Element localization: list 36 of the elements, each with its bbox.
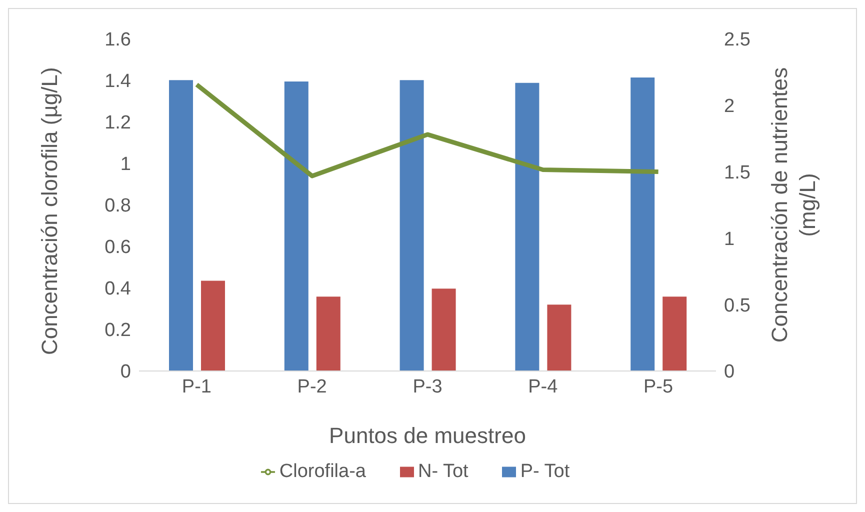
x-tick-label: P-3 (412, 376, 442, 398)
x-tick-label: P-2 (297, 376, 327, 398)
bar (515, 82, 540, 371)
x-tick-label: P-1 (182, 376, 212, 398)
y2-tick-label: 1 (724, 228, 735, 250)
x-tick-label: P-5 (644, 376, 674, 398)
y-tick-label: 1.4 (104, 71, 132, 92)
x-axis-title: Puntos de muestreo (329, 423, 526, 448)
y-tick-label: 0 (120, 362, 131, 383)
bar (169, 80, 193, 371)
y-tick-label: 0.2 (104, 320, 131, 342)
legend-label: P- Tot (520, 461, 570, 482)
bar (662, 296, 687, 371)
bar (432, 288, 456, 371)
y2-tick-label: 1.5 (724, 162, 750, 184)
legend-label: Clorofila-a (279, 461, 366, 482)
bar (201, 280, 225, 371)
y-tick-label: 0.6 (104, 237, 131, 258)
y2-tick-label: 0 (724, 362, 735, 383)
y-tick-label: 1.2 (104, 112, 131, 134)
bar (547, 304, 572, 371)
bar (400, 80, 424, 371)
x-tick-label: P-4 (528, 376, 558, 398)
bar (316, 296, 340, 371)
y2-tick-label: 2.5 (724, 30, 750, 51)
y-tick-label: 1.6 (104, 30, 131, 51)
bar (284, 81, 308, 371)
y-tick-label: 0.4 (104, 278, 132, 300)
y2-tick-label: 2 (724, 96, 735, 118)
y-tick-label: 1 (120, 154, 131, 176)
bar (630, 78, 655, 371)
y2-tick-label: 0.5 (724, 295, 750, 316)
y-axis-title: Concentración clorofila (µg/L) (36, 67, 62, 355)
y-tick-label: 0.8 (104, 196, 131, 217)
y2-axis-title: Concentración de nutrientes (mg/L) (767, 67, 820, 343)
legend-label: N- Tot (418, 461, 468, 482)
